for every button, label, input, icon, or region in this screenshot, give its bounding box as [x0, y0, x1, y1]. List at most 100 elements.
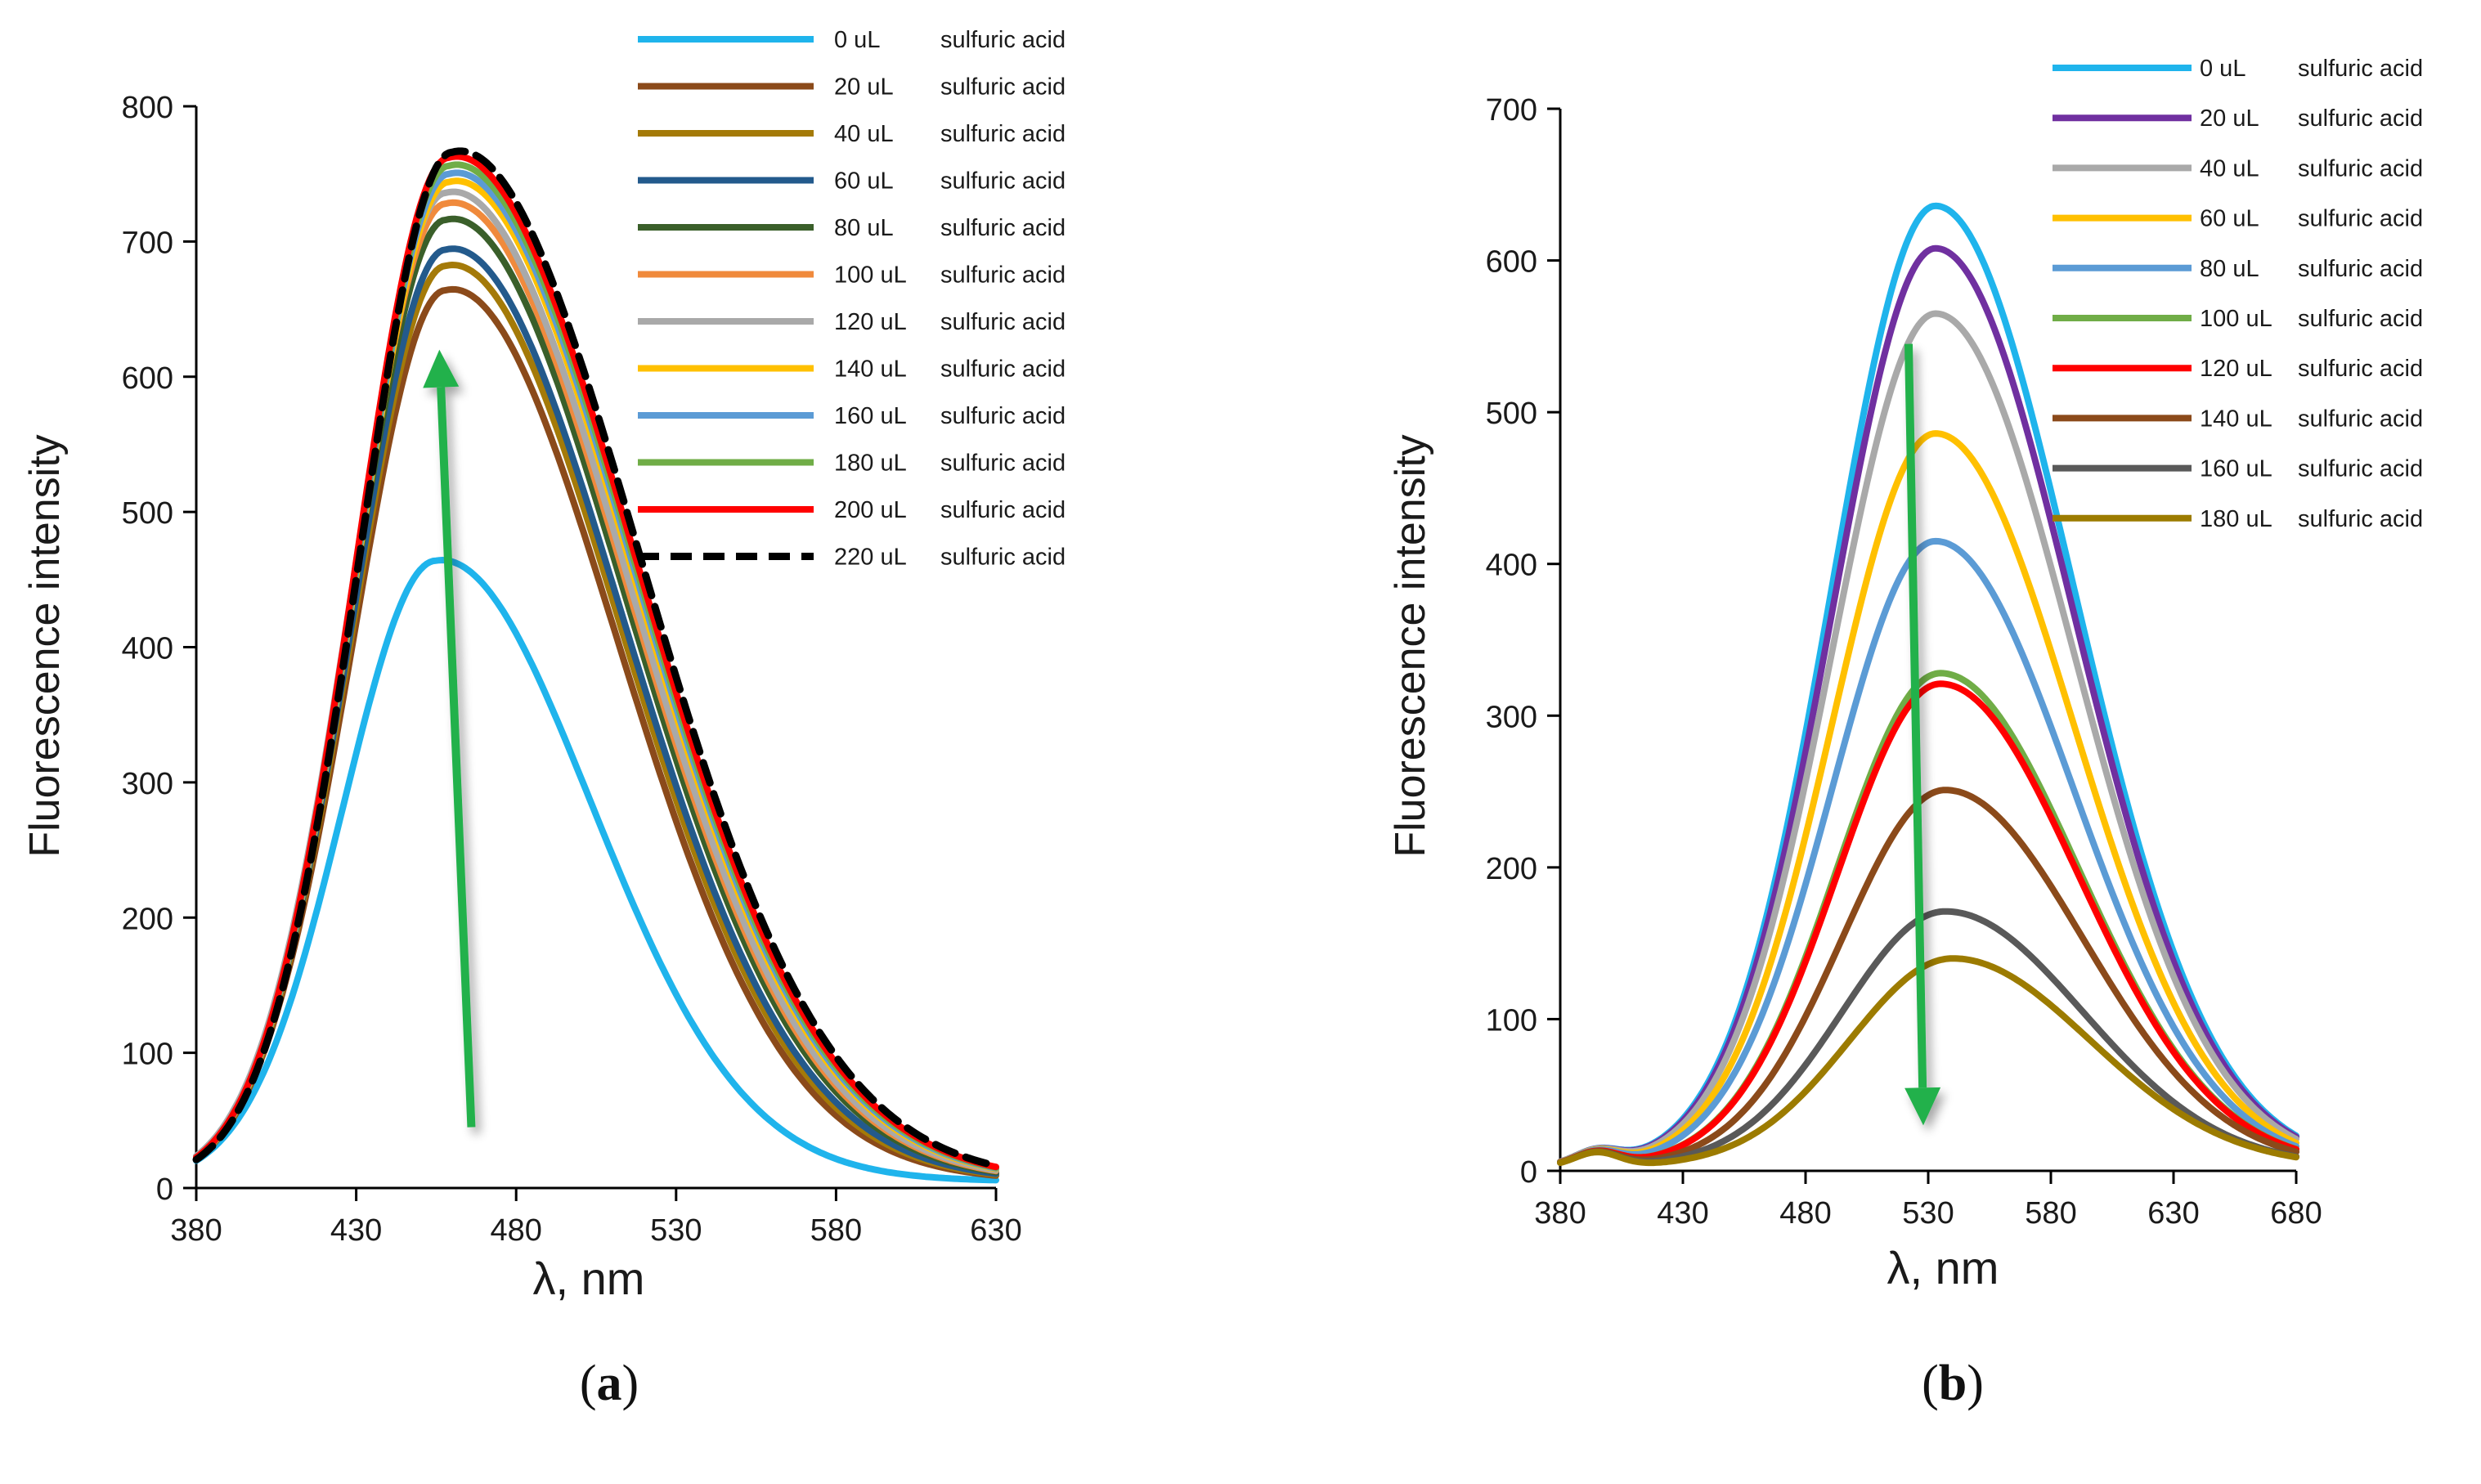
series-line-60-ul	[193, 245, 999, 1177]
legend-label: 20 uL	[834, 74, 894, 101]
series-a	[192, 147, 1000, 1184]
series-line-80-ul	[1557, 537, 2299, 1166]
legend-label-suffix: sulfuric acid	[2298, 406, 2423, 432]
y-tick-label: 600	[1486, 245, 1537, 280]
legend-label: 60 uL	[2200, 206, 2259, 232]
legend-label: 120 uL	[2200, 356, 2272, 382]
x-axis-label-a: λ, nm	[533, 1253, 645, 1304]
legend-label-suffix: sulfuric acid	[2298, 506, 2423, 532]
y-axis-label-b: Fluorescence intensity	[1387, 434, 1434, 857]
series-line-140-ul	[1557, 787, 2299, 1166]
y-tick-label: 0	[1520, 1155, 1537, 1190]
y-tick-label: 200	[122, 902, 173, 936]
y-tick-label: 300	[1486, 700, 1537, 734]
series-line-40-ul	[1557, 310, 2299, 1165]
legend-label: 160 uL	[834, 403, 907, 429]
x-tick-label: 630	[970, 1213, 1021, 1248]
trend-arrow-shaft	[1904, 343, 1927, 1088]
legend-label-suffix: sulfuric acid	[2298, 356, 2423, 382]
trend-arrow-b	[1904, 343, 1941, 1126]
legend-label: 20 uL	[2200, 105, 2259, 132]
x-tick-label: 530	[650, 1213, 702, 1248]
panel-label-a: (a)	[580, 1356, 639, 1411]
legend-label-suffix: sulfuric acid	[940, 215, 1066, 241]
axes-a: 0 100 200 300 400 500 600 700 800 380 430 480 530 580…	[122, 91, 1022, 1248]
y-tick-label: 300	[122, 767, 173, 801]
y-tick-label: 500	[122, 496, 173, 531]
x-tick-label: 530	[1902, 1196, 1954, 1231]
legend-a: 0 uL sulfuric acid 20 uL sulfuric acid 40 uL…	[638, 27, 1066, 571]
series-b	[1557, 202, 2299, 1167]
legend-label-suffix: sulfuric acid	[940, 168, 1066, 195]
trend-arrow-head	[1904, 1087, 1941, 1126]
trend-arrow-head	[423, 349, 460, 388]
axes-b: 0 100 200 300 400 500 600 700 380 430 480 530 580 630…	[1486, 93, 2322, 1231]
series-line-60-ul	[1557, 430, 2299, 1166]
y-tick-label: 200	[1486, 852, 1537, 886]
legend-label: 140 uL	[834, 356, 907, 383]
chart-panel-b: 0 100 200 300 400 500 600 700 380 430 480 530 580 630…	[1387, 56, 2423, 1293]
y-tick-label: 100	[122, 1038, 173, 1072]
legend-label: 80 uL	[2200, 256, 2259, 282]
legend-label-suffix: sulfuric acid	[2298, 456, 2423, 482]
legend-label-suffix: sulfuric acid	[940, 356, 1066, 383]
y-tick-label: 700	[1486, 93, 1537, 128]
legend-label-suffix: sulfuric acid	[940, 451, 1066, 477]
y-tick-label: 0	[156, 1172, 173, 1207]
series-line-180-ul	[1557, 955, 2299, 1167]
x-tick-label: 630	[2147, 1196, 2199, 1231]
x-tick-label: 580	[810, 1213, 862, 1248]
y-tick-label: 100	[1486, 1003, 1537, 1038]
legend-label-suffix: sulfuric acid	[940, 121, 1066, 147]
legend-label-suffix: sulfuric acid	[940, 74, 1066, 101]
series-line-120-ul	[193, 188, 999, 1174]
legend-label: 0 uL	[834, 27, 880, 53]
legend-label-suffix: sulfuric acid	[940, 545, 1066, 571]
legend-label-suffix: sulfuric acid	[2298, 256, 2423, 282]
legend-label: 180 uL	[834, 451, 907, 477]
legend-label: 0 uL	[2200, 56, 2245, 82]
legend-label: 80 uL	[834, 215, 894, 241]
legend-label-suffix: sulfuric acid	[940, 309, 1066, 335]
x-tick-label: 480	[1779, 1196, 1831, 1231]
series-line-120-ul	[1557, 680, 2299, 1166]
series-line-160-ul	[1557, 908, 2299, 1166]
y-tick-label: 400	[122, 632, 173, 666]
trend-arrow-a	[423, 349, 476, 1128]
y-tick-label: 600	[122, 361, 173, 396]
x-axis-label-b: λ, nm	[1887, 1242, 1999, 1293]
y-tick-label: 400	[1486, 549, 1537, 583]
x-tick-label: 430	[1657, 1196, 1708, 1231]
legend-label-suffix: sulfuric acid	[2298, 306, 2423, 332]
x-tick-label: 380	[170, 1213, 222, 1248]
legend-label-suffix: sulfuric acid	[940, 27, 1066, 53]
legend-label-suffix: sulfuric acid	[940, 403, 1066, 429]
legend-label: 120 uL	[834, 309, 907, 335]
series-line-0-ul	[193, 557, 999, 1184]
y-tick-label: 700	[122, 226, 173, 260]
legend-label: 100 uL	[834, 262, 907, 289]
legend-label: 180 uL	[2200, 506, 2272, 532]
legend-label: 60 uL	[834, 168, 894, 195]
legend-label: 160 uL	[2200, 456, 2272, 482]
legend-label-suffix: sulfuric acid	[940, 262, 1066, 289]
x-tick-label: 680	[2270, 1196, 2322, 1231]
series-line-100-ul	[193, 199, 999, 1175]
legend-label-suffix: sulfuric acid	[2298, 155, 2423, 182]
legend-label: 200 uL	[834, 497, 907, 523]
y-tick-label: 800	[122, 91, 173, 125]
legend-b: 0 uL sulfuric acid 20 uL sulfuric acid 40 uL…	[2053, 56, 2423, 532]
legend-label-suffix: sulfuric acid	[2298, 56, 2423, 82]
x-tick-label: 430	[330, 1213, 382, 1248]
y-axis-label-a: Fluorescence intensity	[21, 434, 69, 857]
legend-label-suffix: sulfuric acid	[2298, 206, 2423, 232]
legend-label: 220 uL	[834, 545, 907, 571]
panel-label-b: (b)	[1922, 1356, 1984, 1411]
series-line-200-ul	[193, 153, 999, 1171]
trend-arrow-shaft	[437, 387, 476, 1128]
x-tick-label: 580	[2025, 1196, 2076, 1231]
legend-label-suffix: sulfuric acid	[940, 497, 1066, 523]
legend-label: 40 uL	[834, 121, 894, 147]
